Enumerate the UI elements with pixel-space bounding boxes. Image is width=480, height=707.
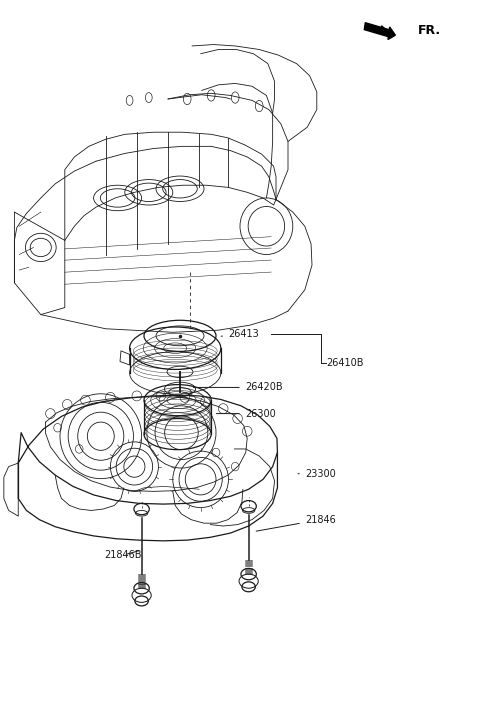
Text: 26410B: 26410B xyxy=(326,358,364,368)
Text: 26413: 26413 xyxy=(221,329,259,339)
Text: 26300: 26300 xyxy=(216,409,276,419)
Text: 23300: 23300 xyxy=(298,469,336,479)
Text: 21846B: 21846B xyxy=(105,550,142,560)
Text: FR.: FR. xyxy=(418,24,441,37)
Text: 21846: 21846 xyxy=(256,515,336,531)
Text: 26420B: 26420B xyxy=(193,382,282,392)
FancyArrow shape xyxy=(364,23,396,40)
